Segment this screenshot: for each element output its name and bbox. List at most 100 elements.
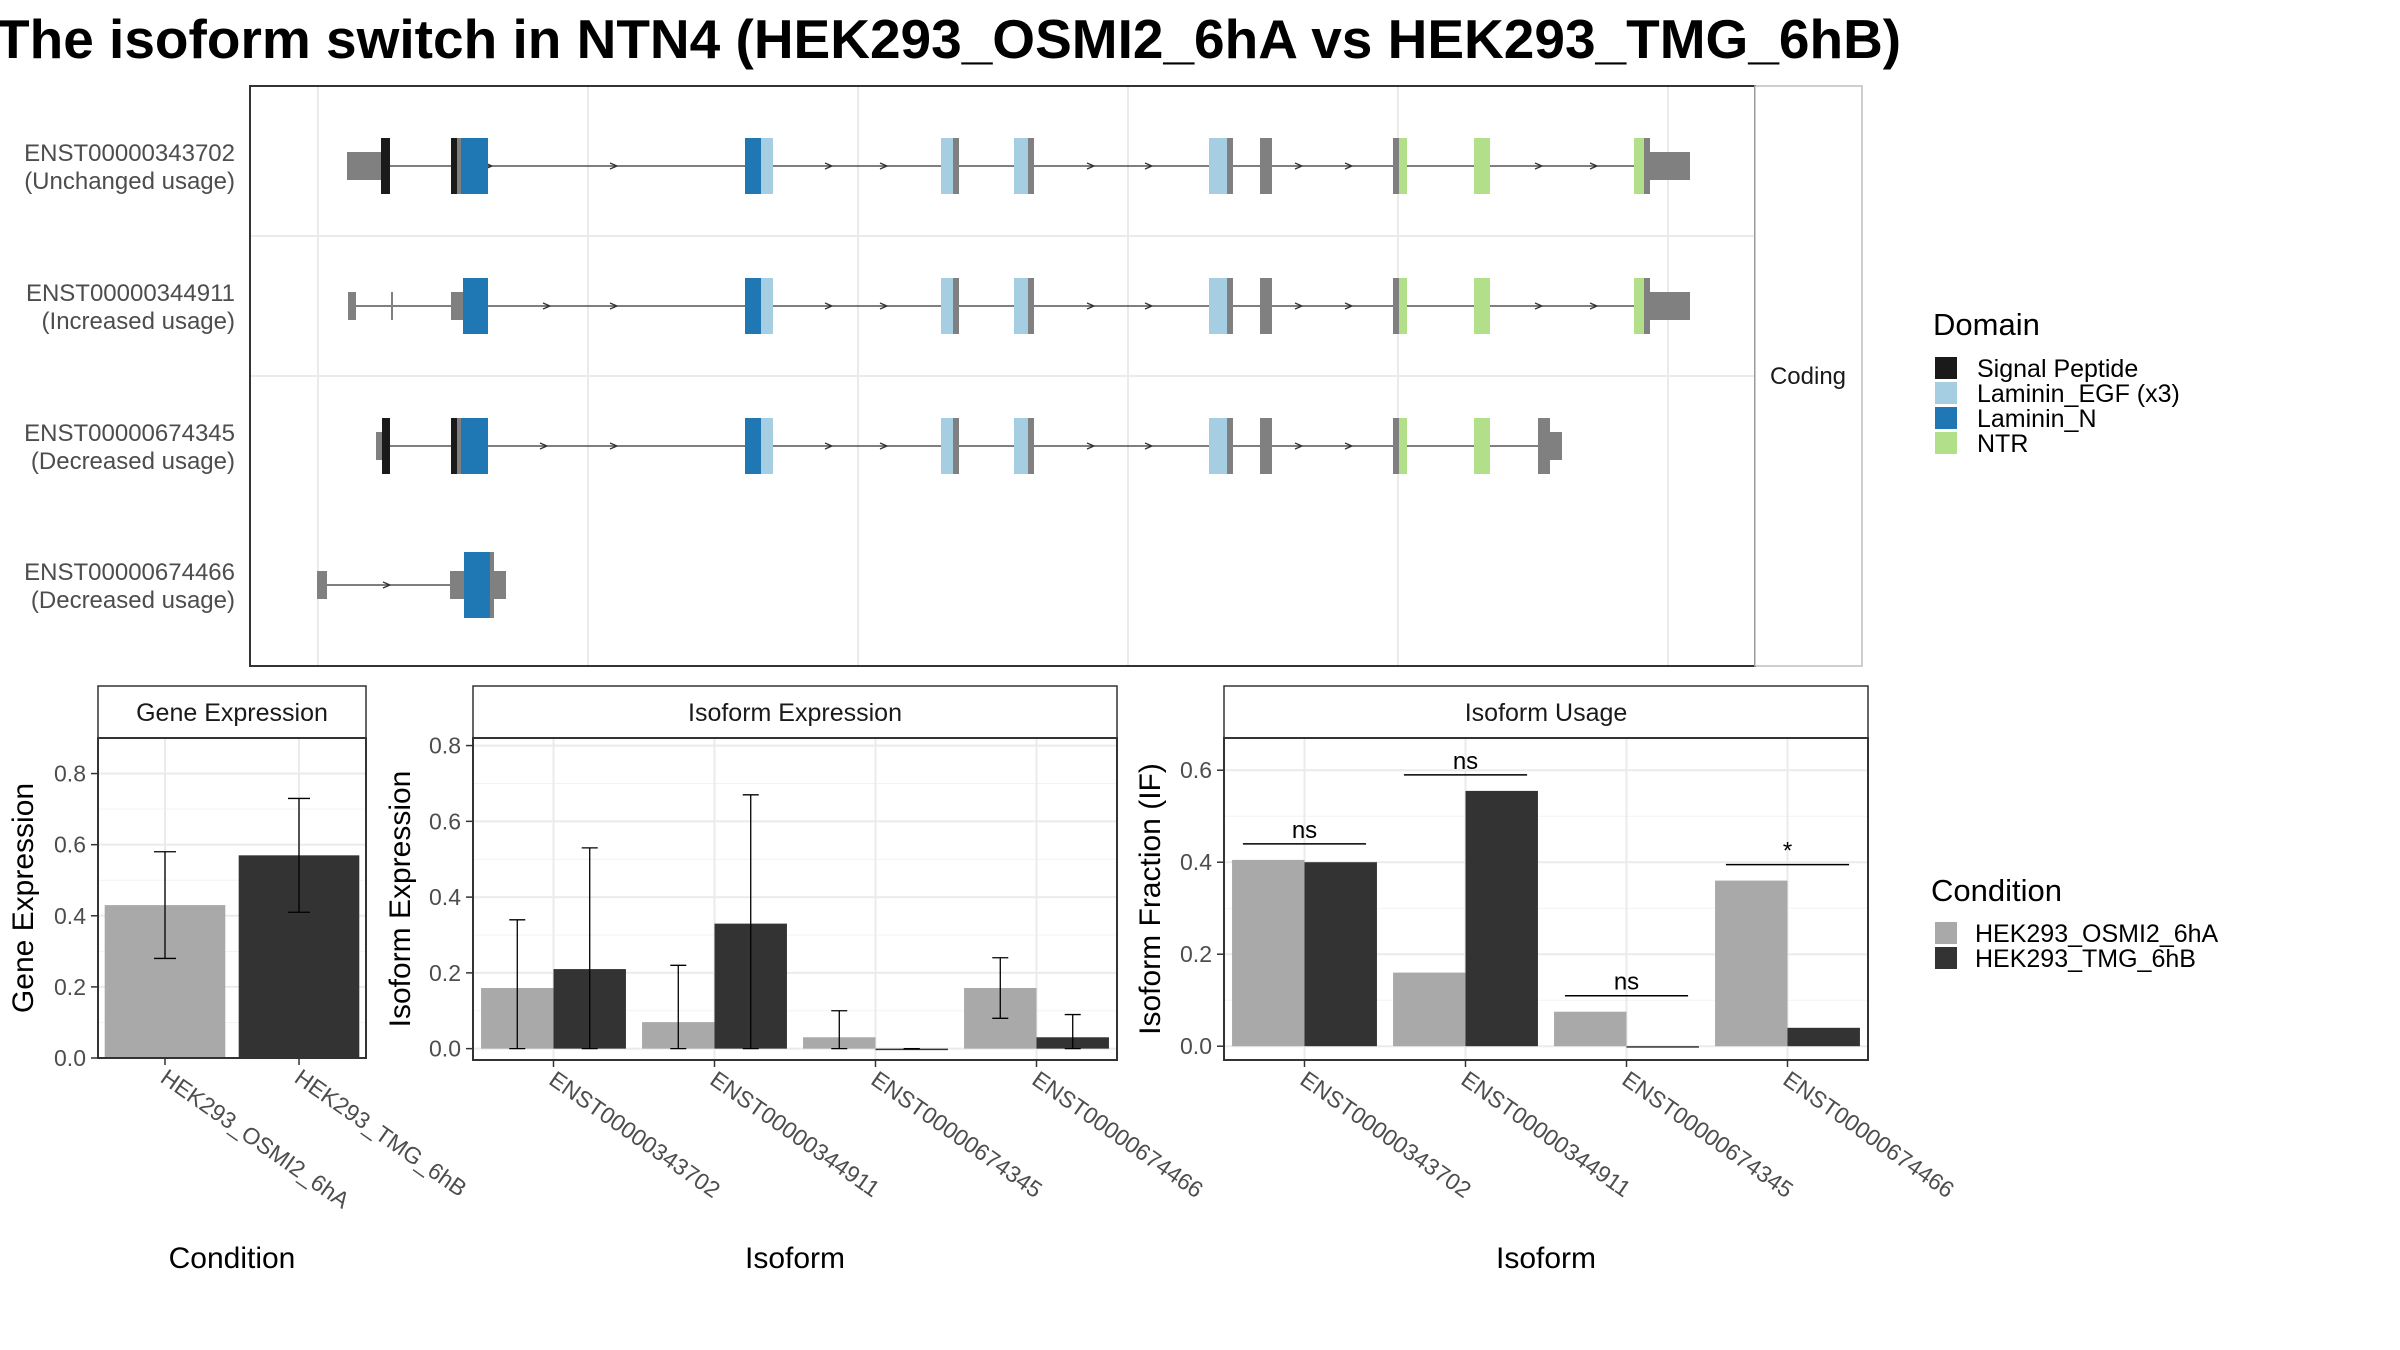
exon-block <box>1474 138 1490 194</box>
exon-block <box>451 418 457 474</box>
exon-block <box>1227 138 1233 194</box>
exon-block <box>451 292 463 320</box>
direction-arrow <box>1344 162 1354 170</box>
y-tick-label: 0.4 <box>429 884 461 910</box>
exon-block <box>1650 292 1690 320</box>
transcript-tracks <box>317 138 1690 618</box>
exon-block <box>457 138 461 194</box>
exon-block <box>761 138 773 194</box>
exon-block <box>347 152 381 180</box>
transcript-id-label: ENST00000344911 <box>26 280 235 307</box>
exon-block <box>1014 418 1028 474</box>
domain-legend-label: Laminin_EGF (x3) <box>1977 380 2180 408</box>
direction-arrow <box>1534 302 1544 310</box>
domain-legend-label: NTR <box>1977 430 2028 458</box>
isoform-expression-panel: Isoform Expression 0.0 0.2 0.4 0.6 0.8 ENST000… <box>384 685 1208 1275</box>
exon-block <box>1393 138 1399 194</box>
bar <box>1626 1046 1699 1048</box>
exon-block <box>1393 278 1399 334</box>
significance-label: * <box>1783 838 1792 865</box>
y-tick-label: 0.4 <box>1180 849 1212 875</box>
exon-block <box>391 292 393 320</box>
exon-block <box>1399 418 1407 474</box>
transcript-id-label: ENST00000674345 <box>24 420 235 447</box>
bar <box>1787 1027 1860 1047</box>
y-tick-label: 0.6 <box>429 808 461 834</box>
x-tick-label: ENST00000344911 <box>1457 1066 1636 1202</box>
panel-border <box>97 737 367 1059</box>
bar <box>1232 859 1305 1047</box>
direction-arrow <box>609 162 619 170</box>
exon-block <box>1028 278 1034 334</box>
exon-block <box>745 278 761 334</box>
exon-block <box>451 138 457 194</box>
y-tick-label: 0.4 <box>54 903 86 929</box>
exon-block <box>953 278 959 334</box>
y-tick-label: 0.0 <box>1180 1033 1212 1059</box>
exon-block <box>1634 278 1644 334</box>
exon-block <box>494 571 506 599</box>
significance-label: ns <box>1292 817 1317 844</box>
exon-block <box>1260 418 1272 474</box>
coding-strip-label: Coding <box>1770 363 1846 390</box>
exon-block <box>1014 138 1028 194</box>
direction-arrow <box>1086 162 1096 170</box>
bar <box>1715 880 1788 1047</box>
domain-legend-swatch <box>1935 382 1957 404</box>
y-tick-label: 0.8 <box>429 733 461 759</box>
transcript-structure-panel: Coding ENST00000343702(Unchanged usage) E… <box>24 85 1863 667</box>
direction-arrow <box>879 302 889 310</box>
panel-border <box>1223 737 1869 1061</box>
transcript-usage-label: (Unchanged usage) <box>24 168 235 195</box>
direction-arrow <box>1589 302 1599 310</box>
y-tick-label: 0.6 <box>1180 757 1212 783</box>
x-tick-label: ENST00000674345 <box>1618 1066 1798 1203</box>
x-tick-label: ENST00000344911 <box>706 1066 885 1202</box>
exon-block <box>1209 138 1227 194</box>
coding-strip <box>1754 85 1863 667</box>
panel-title: Isoform Usage <box>1465 699 1628 727</box>
domain-legend-label: Signal Peptide <box>1977 355 2138 383</box>
panel-strip <box>1223 685 1869 739</box>
exon-block <box>381 138 390 194</box>
direction-arrow <box>1294 162 1304 170</box>
exon-block <box>761 418 773 474</box>
exon-block <box>1014 278 1028 334</box>
y-tick-label: 0.6 <box>54 832 86 858</box>
bar <box>1393 972 1466 1047</box>
transcript-track <box>376 418 1562 474</box>
condition-legend-swatch <box>1935 922 1957 944</box>
x-tick-label: ENST00000674345 <box>867 1066 1047 1203</box>
exon-block <box>761 278 773 334</box>
condition-legend-label: HEK293_OSMI2_6hA <box>1975 920 2219 948</box>
panel-title: Isoform Expression <box>688 699 902 727</box>
transcript-id-label: ENST00000343702 <box>24 140 235 167</box>
x-tick-label: ENST00000343702 <box>1296 1066 1476 1203</box>
bar <box>1554 1011 1627 1047</box>
exon-block <box>953 138 959 194</box>
exon-block <box>941 278 953 334</box>
direction-arrow <box>382 581 392 589</box>
x-axis-title: Isoform <box>745 1242 845 1275</box>
exon-block <box>941 138 953 194</box>
exon-block <box>1399 278 1407 334</box>
exon-block <box>745 418 761 474</box>
exon-block <box>382 418 390 474</box>
exon-block <box>941 418 953 474</box>
exon-block <box>1474 418 1490 474</box>
direction-arrow <box>1344 302 1354 310</box>
x-axis-title: Isoform <box>1496 1242 1596 1275</box>
exon-block <box>317 571 327 599</box>
transcript-usage-label: (Decreased usage) <box>31 587 235 614</box>
condition-legend-label: HEK293_TMG_6hB <box>1975 945 2196 973</box>
exon-block <box>490 552 494 618</box>
y-axis-title: Isoform Fraction (IF) <box>1134 763 1167 1035</box>
transcript-track <box>347 138 1690 194</box>
exon-block <box>1209 418 1227 474</box>
exon-block <box>457 418 461 474</box>
direction-arrow <box>609 442 619 450</box>
figure-title: The isoform switch in NTN4 (HEK293_OSMI2… <box>0 8 1901 70</box>
exon-block <box>1644 278 1650 334</box>
